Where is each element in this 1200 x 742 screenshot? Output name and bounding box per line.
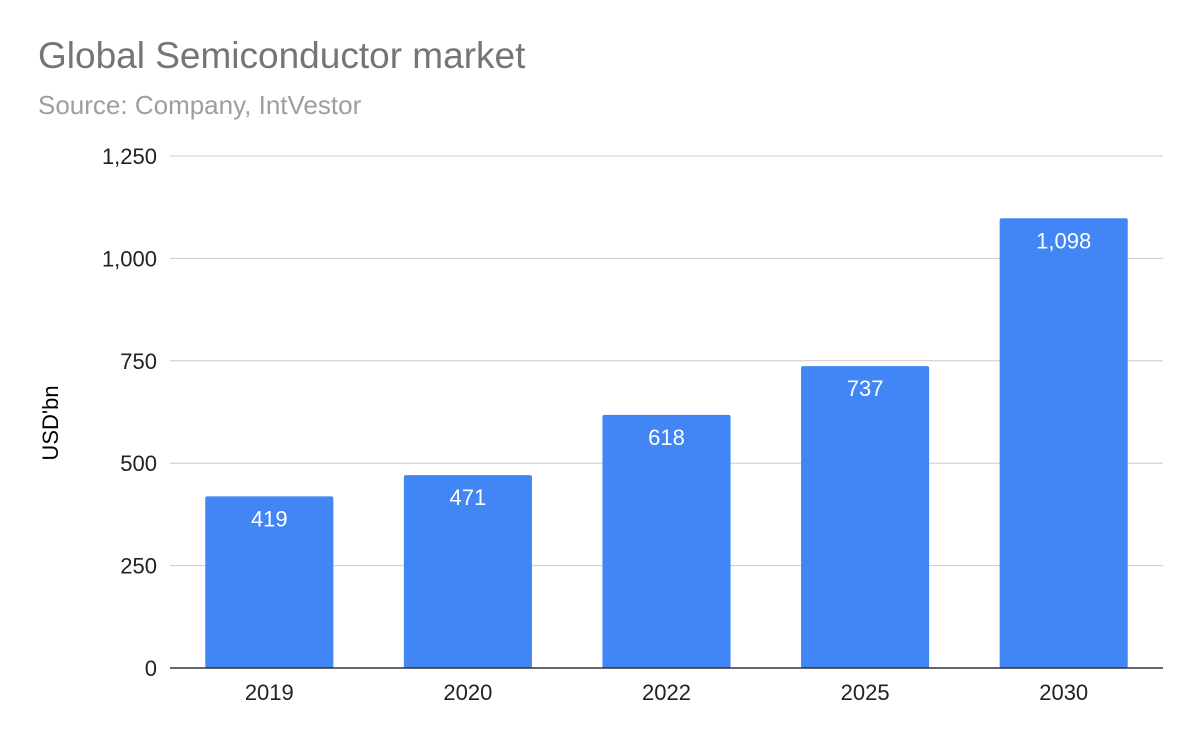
data-label-2030: 1,098 <box>1036 228 1091 253</box>
bar-2019 <box>205 496 334 668</box>
y-tick-label: 0 <box>145 656 157 681</box>
data-label-2020: 471 <box>450 485 487 510</box>
y-tick-label: 1,000 <box>102 246 157 271</box>
bar-2030 <box>999 218 1128 668</box>
bar-2020 <box>403 475 532 668</box>
data-labels: 419 471 618 737 1,098 <box>251 228 1091 531</box>
bar-2022 <box>602 414 731 668</box>
gridlines <box>170 155 1163 567</box>
y-tick-label: 500 <box>120 451 157 476</box>
y-tick-label: 750 <box>120 349 157 374</box>
x-tick-label: 2030 <box>1039 680 1088 705</box>
chart-subtitle: Source: Company, IntVestor <box>38 90 362 120</box>
bar-2025 <box>801 366 930 668</box>
chart-title: Global Semiconductor market <box>38 35 526 76</box>
x-axis-ticks: 2019 2020 2022 2025 2030 <box>245 680 1088 705</box>
data-label-2022: 618 <box>648 425 685 450</box>
x-tick-label: 2019 <box>245 680 294 705</box>
x-tick-label: 2020 <box>443 680 492 705</box>
y-tick-label: 1,250 <box>102 144 157 169</box>
data-label-2019: 419 <box>251 506 288 531</box>
y-tick-label: 250 <box>120 554 157 579</box>
bars <box>205 218 1128 668</box>
y-axis-title: USD'bn <box>38 385 63 460</box>
x-tick-label: 2022 <box>642 680 691 705</box>
x-tick-label: 2025 <box>841 680 890 705</box>
data-label-2025: 737 <box>847 376 884 401</box>
y-axis-ticks: 0 250 500 750 1,000 1,250 <box>102 144 157 681</box>
